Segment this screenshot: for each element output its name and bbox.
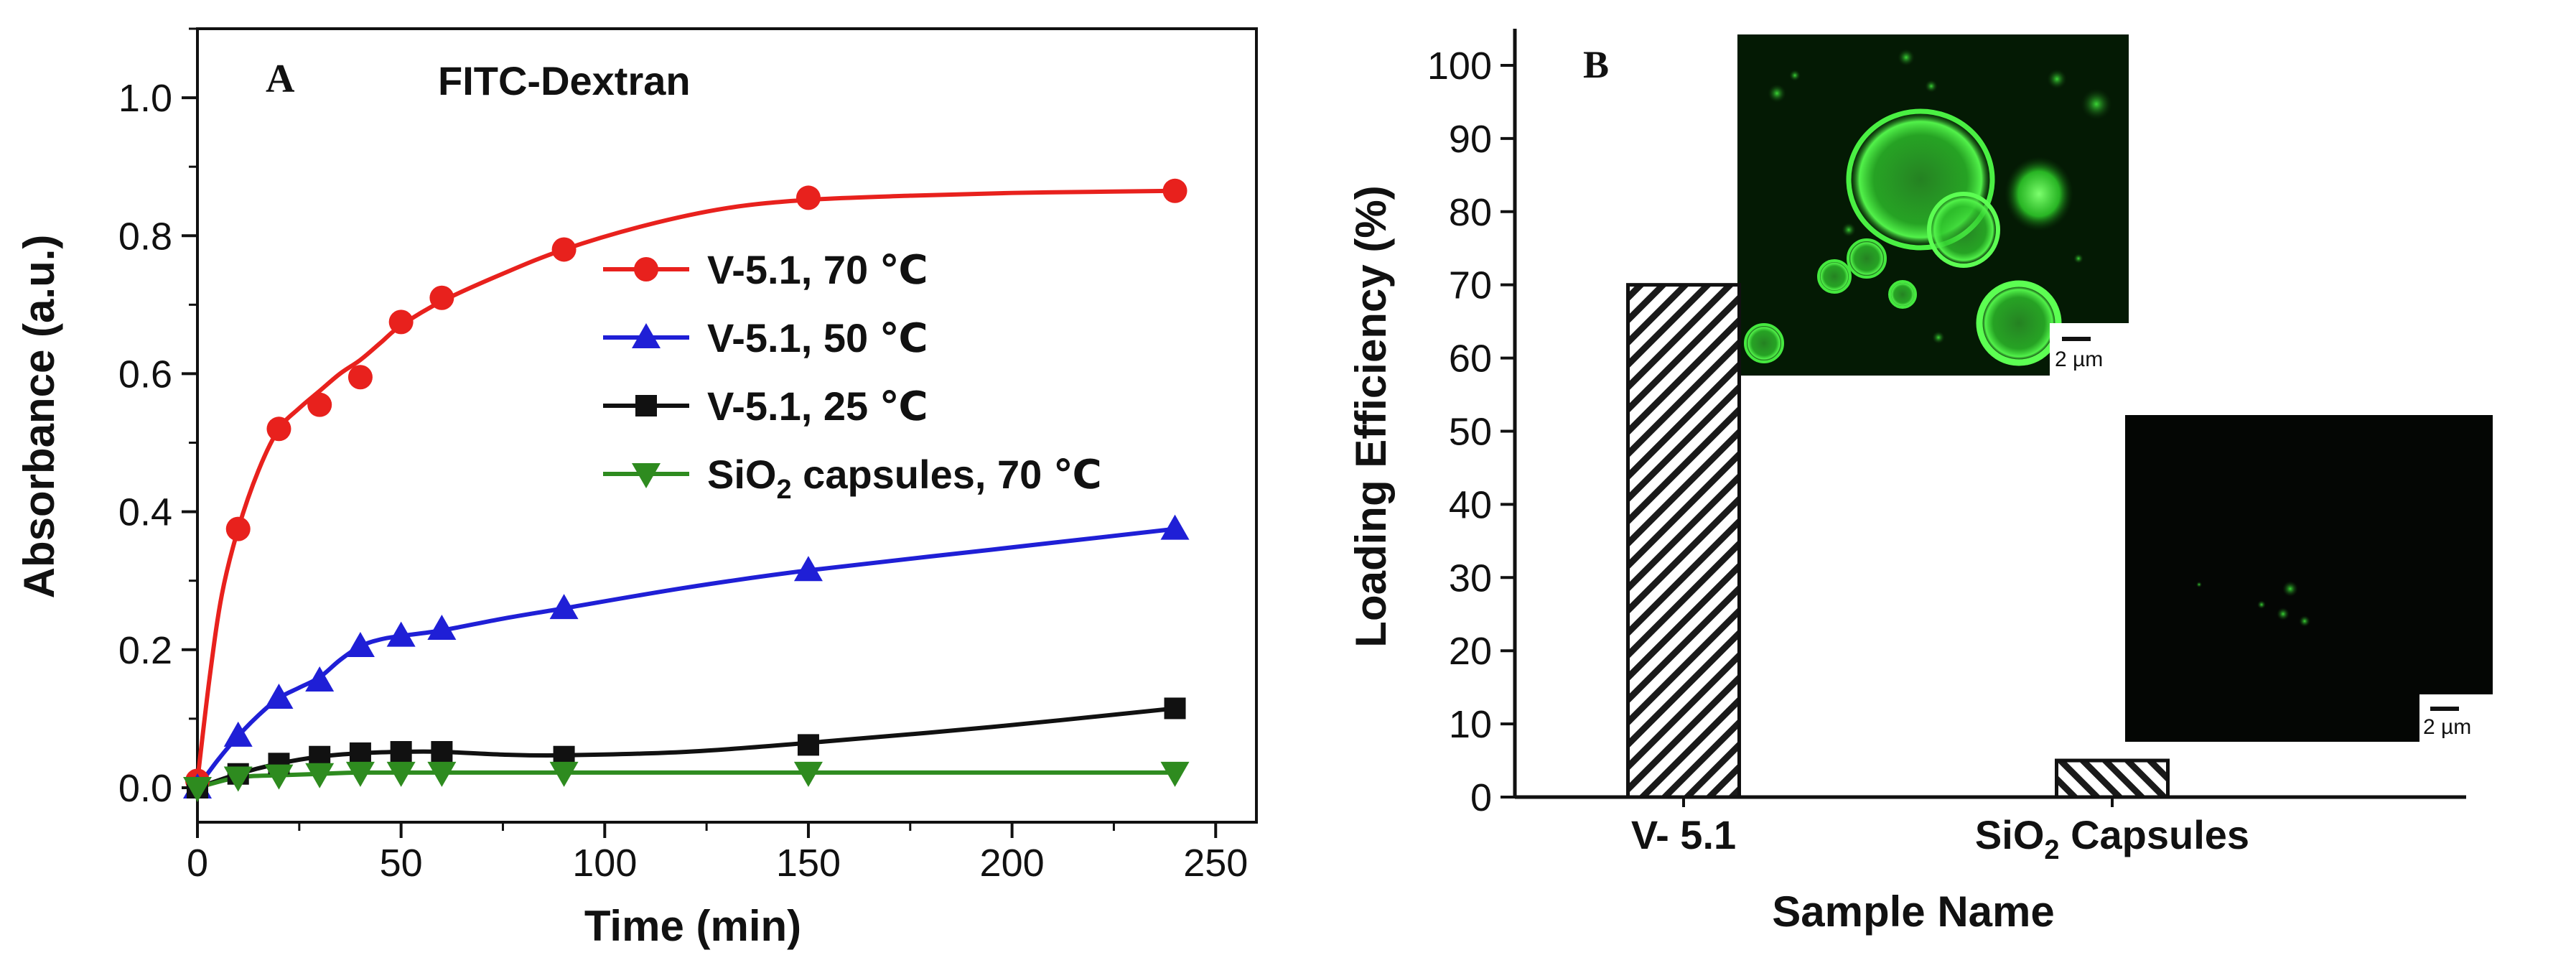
- panel-b-y-tick-label: 50: [1449, 410, 1492, 453]
- panel-b-axes: 0 10 20 30 40 50 60 70 80 90 100 V- 5.1 SiO2 Capsule…: [1427, 29, 2466, 865]
- panel-b-y-tick-label: 90: [1449, 118, 1492, 161]
- data-point: [431, 740, 453, 763]
- data-point: [390, 740, 412, 763]
- data-point: [429, 285, 454, 310]
- panel-a-y-tick-label: 1.0: [118, 77, 172, 120]
- data-point: [347, 365, 373, 390]
- data-point: [223, 721, 253, 747]
- panel-b-y-tick-label: 100: [1427, 45, 1492, 88]
- data-point: [223, 766, 253, 792]
- bar: [2055, 758, 2170, 799]
- data-point: [1162, 178, 1187, 203]
- data-point: [797, 734, 819, 756]
- panel-b-x-tick-label: SiO2 Capsules: [1975, 812, 2249, 865]
- panel-a-x-tick-label: 200: [980, 842, 1045, 885]
- microscopy-inset-v51: 2 µm: [1737, 34, 2129, 376]
- panel-a-y-tick-label: 0.6: [118, 353, 172, 396]
- panel-b-y-tick-label: 0: [1470, 776, 1492, 819]
- legend-marker: [632, 463, 661, 488]
- series-line: [197, 706, 1175, 790]
- panel-a-axes: 0 50 100 150 200 250 0.0 0.2 0.4 0.6 0.8 1.0: [118, 27, 1258, 885]
- panel-a-text: A FITC-Dextran Time (min) Absorbance (a.…: [15, 57, 801, 950]
- panel-a-y-tick-label: 0.0: [118, 767, 172, 810]
- data-point: [305, 763, 335, 788]
- panel-b-insets: 2 µm 2 µm: [1737, 34, 2493, 742]
- panel-b-bars: [1626, 283, 2170, 799]
- data-point: [549, 594, 579, 620]
- data-point: [795, 185, 821, 210]
- data-point: [305, 666, 335, 692]
- panel-a-frame: [196, 27, 1258, 824]
- panel-b-text: B Sample Name Loading Efficiency (%): [1347, 43, 2055, 936]
- data-point: [549, 761, 579, 787]
- data-point: [388, 309, 414, 335]
- panel-a-x-tick-label: 100: [572, 842, 637, 885]
- data-point: [427, 761, 457, 787]
- panel-b-y-tick-label: 10: [1449, 703, 1492, 746]
- panel-b-y-tick-label: 70: [1449, 264, 1492, 307]
- data-point: [551, 237, 577, 262]
- panel-a-xlabel: Time (min): [584, 902, 801, 950]
- legend-marker: [634, 257, 658, 281]
- panel-b-letter: B: [1583, 43, 1609, 86]
- panel-a-y-tick-label: 0.2: [118, 629, 172, 672]
- panel-a-title: FITC-Dextran: [438, 58, 691, 103]
- panel-b-y-tick-label: 60: [1449, 337, 1492, 381]
- data-point: [345, 761, 375, 787]
- legend-label: V-5.1, 70 ℃: [707, 247, 928, 292]
- data-point: [183, 776, 212, 802]
- data-point: [264, 764, 294, 790]
- data-point: [386, 761, 416, 787]
- data-point: [1160, 761, 1190, 787]
- data-point: [345, 631, 375, 657]
- data-point: [427, 614, 457, 640]
- series-line: [197, 770, 1175, 790]
- data-point: [307, 392, 332, 417]
- panel-b-ylabel: Loading Efficiency (%): [1347, 185, 1395, 647]
- data-point: [1164, 697, 1186, 720]
- microscopy-inset-sio2: 2 µm: [2125, 415, 2493, 742]
- legend-marker: [635, 395, 657, 416]
- data-point: [1160, 514, 1190, 540]
- panel-a-markers: [183, 178, 1190, 802]
- legend-marker: [632, 323, 661, 348]
- panel-b-y-tick-label: 20: [1449, 630, 1492, 673]
- series-line: [195, 526, 1175, 789]
- data-point: [264, 684, 294, 709]
- data-point: [386, 621, 416, 647]
- panel-b-xlabel: Sample Name: [1772, 888, 2055, 936]
- panel-a-y-tick-label: 0.4: [118, 491, 172, 534]
- data-point: [266, 416, 291, 442]
- data-point: [349, 742, 371, 764]
- panel-a-x-tick-label: 250: [1183, 842, 1248, 885]
- panel-b-y-tick-label: 80: [1449, 191, 1492, 234]
- panel-a-letter: A: [266, 57, 295, 101]
- panel-b-x-tick-label: V- 5.1: [1631, 812, 1736, 857]
- panel-a-x-tick-label: 50: [380, 842, 423, 885]
- inset-v51-scale-label: 2 µm: [2055, 348, 2103, 371]
- panel-b-y-tick-label: 40: [1449, 483, 1492, 526]
- legend-label: V-5.1, 50 ℃: [707, 315, 928, 360]
- legend-label: V-5.1, 25 ℃: [707, 383, 928, 429]
- panel-a-ylabel: Absorbance (a.u.): [15, 235, 63, 599]
- panel-a-legend: V-5.1, 70 ℃ V-5.1, 50 ℃ V-5.1, 25 ℃ SiO2 ca…: [603, 247, 1102, 505]
- data-point: [793, 761, 823, 787]
- panel-a-x-tick-label: 0: [187, 842, 208, 885]
- bar: [1626, 283, 1741, 799]
- panel-a-x-tick-label: 150: [776, 842, 841, 885]
- legend-label: SiO2 capsules, 70 ℃: [707, 452, 1102, 505]
- panel-a-y-tick-label: 0.8: [118, 215, 172, 258]
- data-point: [793, 556, 823, 582]
- panel-b-y-tick-label: 30: [1449, 557, 1492, 600]
- inset-sio2-scale-label: 2 µm: [2423, 715, 2471, 739]
- data-point: [225, 516, 251, 541]
